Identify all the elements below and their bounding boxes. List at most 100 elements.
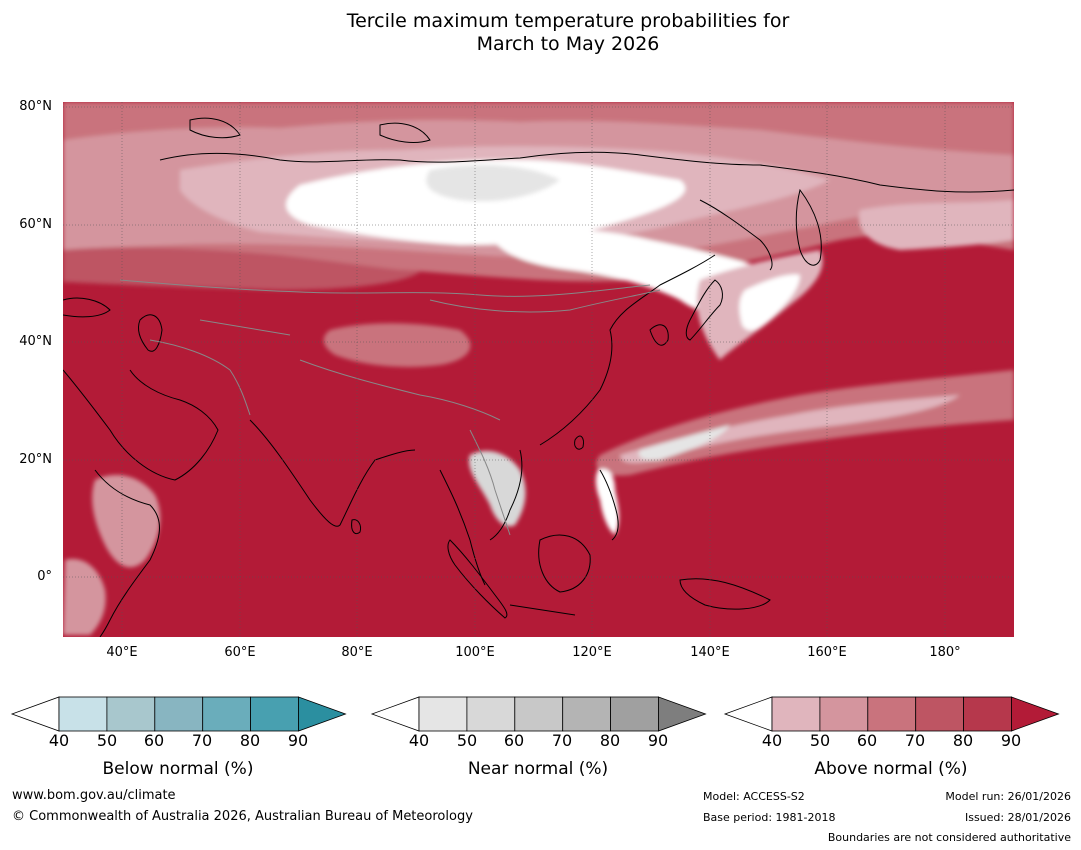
lat-label-40n: 40°N xyxy=(19,334,52,349)
map-field xyxy=(63,102,1014,637)
near-colorbar-bin-50 xyxy=(466,696,516,732)
lat-label-0: 0° xyxy=(37,569,52,584)
arabia-coast xyxy=(63,369,219,481)
above-colorbar-min-extend xyxy=(723,696,773,732)
lon-label-160e: 160°E xyxy=(807,645,847,660)
pacific-near-normal xyxy=(638,425,730,461)
above-tick-40: 40 xyxy=(761,731,783,750)
below-colorbar-bin-40 xyxy=(58,696,108,732)
east-africa-light xyxy=(63,559,106,635)
below-colorbar-bin-70 xyxy=(202,696,251,732)
philippines-white xyxy=(595,468,619,535)
border-iran xyxy=(149,339,251,416)
newguinea-coast xyxy=(679,578,771,610)
probability-fills xyxy=(63,102,1014,635)
title-line-1: Tercile maximum temperature probabilitie… xyxy=(346,10,790,32)
border-indochina xyxy=(469,429,511,536)
blacksea-coast xyxy=(63,297,111,318)
horn-africa-light xyxy=(92,475,161,568)
below-colorbar-max-extend xyxy=(298,696,347,732)
colorbar-near-normal xyxy=(370,696,707,732)
lon-label-120e: 120°E xyxy=(572,645,612,660)
srilanka-coast xyxy=(351,519,361,535)
near-normal-label: Near normal (%) xyxy=(467,759,609,779)
near-colorbar-bin-60 xyxy=(514,696,564,732)
model-run-date: Model run: 26/01/2026 xyxy=(945,790,1071,803)
arctic-coast xyxy=(159,151,1014,193)
below-tick-90: 90 xyxy=(287,731,309,750)
border-china-mongolia xyxy=(429,289,661,313)
okhotsk-coast xyxy=(699,199,773,271)
above-colorbar-max-extend xyxy=(1011,696,1060,732)
near-tick-80: 80 xyxy=(599,731,621,750)
borneo-coast xyxy=(538,534,591,593)
near-tick-70: 70 xyxy=(551,731,573,750)
below-tick-50: 50 xyxy=(96,731,118,750)
below-colorbar-min-extend xyxy=(10,696,60,732)
above-colorbar-bin-70 xyxy=(915,696,965,732)
lat-label-20n: 20°N xyxy=(19,452,52,467)
above-colorbar-bin-40 xyxy=(771,696,821,732)
vietnam-coast xyxy=(489,449,523,541)
border-central-asia xyxy=(199,319,291,336)
border-russia-kazakhstan xyxy=(119,279,651,297)
near-tick-60: 60 xyxy=(503,731,525,750)
lat-label-60n: 60°N xyxy=(19,217,52,232)
below-colorbar-bin-50 xyxy=(106,696,156,732)
boundaries-disclaimer: Boundaries are not considered authoritat… xyxy=(827,831,1071,844)
lon-label-80e: 80°E xyxy=(341,645,373,660)
chart-title: Tercile maximum temperature probabilitie… xyxy=(0,10,1081,56)
below-normal-label: Below normal (%) xyxy=(102,759,254,779)
issued-date: Issued: 28/01/2026 xyxy=(964,811,1071,824)
near-colorbar-bin-80 xyxy=(610,696,659,732)
near-tick-90: 90 xyxy=(647,731,669,750)
website-link[interactable]: www.bom.gov.au/climate xyxy=(12,788,176,803)
below-tick-60: 60 xyxy=(143,731,165,750)
above-tick-80: 80 xyxy=(952,731,974,750)
near-colorbar-max-extend xyxy=(658,696,707,732)
lat-label-80n: 80°N xyxy=(19,99,52,114)
lon-label-100e: 100°E xyxy=(455,645,495,660)
siberia-near-normal xyxy=(286,159,686,245)
near-colorbar-bin-70 xyxy=(562,696,612,732)
above-colorbar-bin-80 xyxy=(963,696,1012,732)
japan-white xyxy=(739,274,800,331)
above-tick-50: 50 xyxy=(809,731,831,750)
lon-label-40e: 40°E xyxy=(106,645,138,660)
pacific-band-light xyxy=(620,395,960,463)
tibet-light xyxy=(323,323,471,367)
below-tick-40: 40 xyxy=(48,731,70,750)
africa-coast xyxy=(94,469,160,637)
near-colorbar-bin-40 xyxy=(418,696,468,732)
base-period: Base period: 1981-2018 xyxy=(703,811,836,824)
caspian-coast xyxy=(137,314,163,352)
colorbar-below-normal xyxy=(10,696,347,732)
coastlines xyxy=(63,117,1014,637)
above-tick-70: 70 xyxy=(904,731,926,750)
below-tick-70: 70 xyxy=(191,731,213,750)
china-coast xyxy=(539,254,716,446)
near-tick-40: 40 xyxy=(408,731,430,750)
west-siberia-mid xyxy=(63,247,420,290)
philippines-coast xyxy=(599,469,619,541)
copyright-notice: © Commonwealth of Australia 2026, Austra… xyxy=(12,809,473,824)
java-coast xyxy=(509,604,576,616)
below-colorbar-bin-60 xyxy=(154,696,204,732)
above-tick-90: 90 xyxy=(1000,731,1022,750)
korea-coast xyxy=(649,324,669,346)
taimyr-coast xyxy=(379,122,431,143)
border-himalaya xyxy=(299,359,501,421)
lon-label-180: 180° xyxy=(929,645,961,660)
indochina-coast xyxy=(439,469,486,586)
above-tick-60: 60 xyxy=(856,731,878,750)
title-line-2: March to May 2026 xyxy=(476,33,660,55)
above-colorbar-bin-60 xyxy=(867,696,917,732)
india-coast xyxy=(249,419,416,527)
above-normal-label: Above normal (%) xyxy=(814,759,968,779)
kamchatka-coast xyxy=(795,188,822,266)
near-tick-50: 50 xyxy=(456,731,478,750)
near-colorbar-min-extend xyxy=(370,696,420,732)
country-borders xyxy=(119,279,661,536)
lon-label-60e: 60°E xyxy=(224,645,256,660)
